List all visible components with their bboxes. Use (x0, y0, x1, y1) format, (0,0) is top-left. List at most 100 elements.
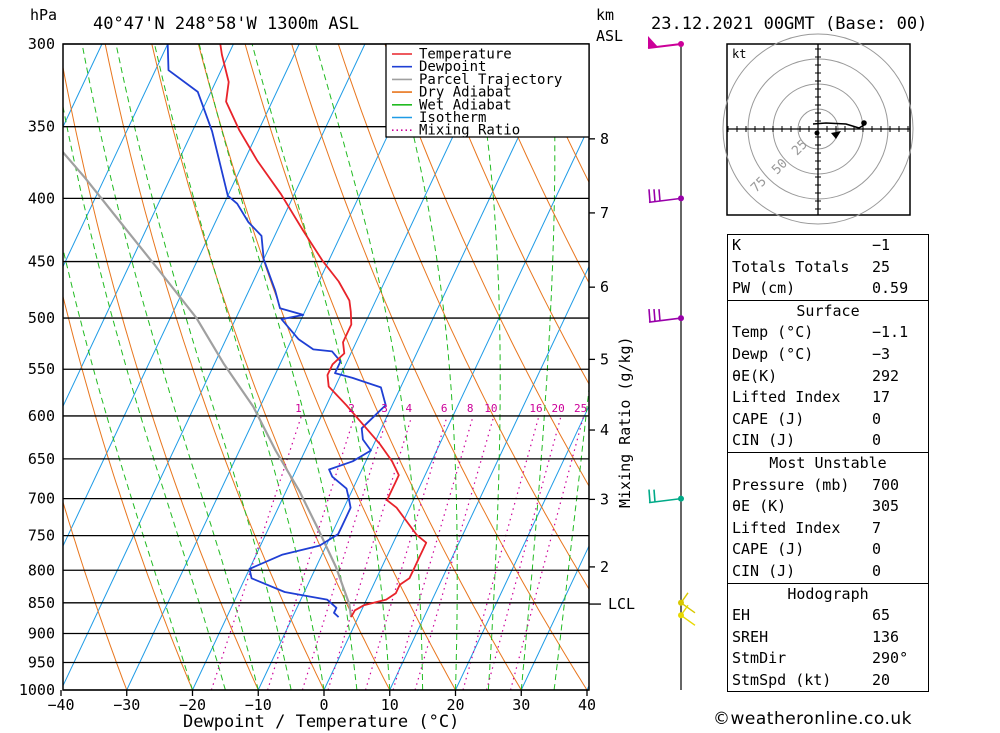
pressure-tick-label: 650 (28, 450, 55, 468)
pressure-tick-label: 1000 (19, 681, 55, 699)
index-label: CAPE (J) (732, 540, 805, 559)
index-label: Totals Totals (732, 257, 850, 276)
parcel-trajectory-line (63, 150, 353, 618)
index-row: SREH 136 (728, 627, 928, 649)
hodograph-point (861, 120, 867, 126)
isotherm-line (126, 44, 432, 690)
hodograph-unit-label: kt (732, 47, 746, 61)
mixing-ratio-line (364, 415, 448, 690)
units-km: km (596, 6, 614, 24)
wind-barbs (647, 36, 696, 690)
pressure-tick-label: 400 (28, 189, 55, 207)
index-value: 700 (872, 475, 900, 494)
wind-barb (658, 309, 661, 321)
index-row: Temp (°C) −1.1 (728, 322, 928, 344)
legend-box (385, 43, 590, 138)
wet-adiabat-line (115, 44, 292, 690)
indices-hodograph: EH 65 SREH 136 StmDir 290° StmSpd (kt) 20 (728, 605, 928, 691)
wind-barb (648, 309, 651, 323)
wind-barb (680, 602, 696, 614)
index-row: θE(K) 292 (728, 366, 928, 388)
pressure-tick-label: 600 (28, 407, 55, 425)
wind-barb (648, 317, 682, 323)
legend-entry: Wet Adiabat (419, 97, 512, 113)
mixing-ratio-label: 3 (381, 402, 388, 415)
wind-barb (680, 614, 696, 626)
km-tick-label: 7 (600, 204, 609, 222)
mixing-ratio-label: 20 (551, 402, 564, 415)
mixing-ratio-label: 6 (441, 402, 448, 415)
pressure-tick-label: 950 (28, 653, 55, 671)
x-tick-label: −30 (113, 696, 140, 714)
index-label: StmSpd (kt) (732, 670, 832, 689)
wind-barb (648, 497, 682, 504)
wind-barb (680, 604, 689, 616)
index-value: 0 (872, 409, 882, 428)
dewpoint-line (166, 44, 387, 618)
mixing-ratio-line (267, 415, 356, 690)
index-label: Lifted Index (732, 518, 841, 537)
index-label: Pressure (mb) (732, 475, 850, 494)
mixing-ratio-axis-label: Mixing Ratio (g/kg) (616, 336, 634, 508)
mixing-ratio-label: 10 (484, 402, 497, 415)
index-row: EH 65 (728, 605, 928, 627)
hodograph-heading: Hodograph (787, 584, 869, 603)
lcl-label: LCL (608, 595, 635, 613)
mixing-ratio-label: 4 (405, 402, 412, 415)
wind-barb (648, 489, 651, 503)
index-value: 17 (872, 388, 891, 407)
x-axis-label: Dewpoint / Temperature (°C) (183, 712, 459, 732)
isotherm-line (389, 265, 589, 690)
index-label: θE (K) (732, 497, 787, 516)
location-title: 40°47'N 248°58'W 1300m ASL (93, 14, 359, 34)
wet-adiabat-line (472, 44, 501, 690)
index-row: StmDir 290° (728, 648, 928, 670)
index-value: 290° (872, 649, 909, 668)
index-value: 0 (872, 561, 882, 580)
index-row: CIN (J) 0 (728, 561, 928, 583)
units-asl: ASL (596, 27, 623, 45)
index-value: 292 (872, 366, 900, 385)
isotherm-line (323, 125, 589, 690)
axes: 1 2 3 4 6 8 10 16 20 2530035040045050055060065070… (19, 35, 635, 714)
pressure-tick-label: 350 (28, 118, 55, 136)
x-tick-label: −20 (179, 696, 206, 714)
hodograph-ring (722, 33, 914, 225)
index-row: Lifted Index 17 (728, 387, 928, 409)
plot-frame (62, 43, 590, 691)
km-tick-label: 4 (600, 421, 609, 439)
index-row: θE (K) 305 (728, 496, 928, 518)
x-tick-label: −40 (47, 696, 74, 714)
dry-adiabat-line (477, 44, 589, 284)
pressure-tick-label: 500 (28, 309, 55, 327)
index-value: 0 (872, 540, 882, 559)
mixing-ratio-line (210, 415, 302, 690)
indices-table: K −1 Totals Totals 25 PW (cm) 0.59 Surface Te… (727, 234, 929, 693)
mixing-ratio-line (392, 415, 474, 690)
index-value: 20 (872, 670, 891, 689)
isobars (63, 43, 589, 691)
indices-top: K −1 Totals Totals 25 PW (cm) 0.59 (728, 235, 928, 300)
dry-adiabat-line (63, 500, 128, 690)
index-label: CIN (J) (732, 431, 796, 450)
mixing-ratio-label: 25 (574, 402, 587, 415)
km-tick-label: 3 (600, 490, 609, 508)
legend-entry: Mixing Ratio (419, 123, 520, 139)
wet-adiabat-line (520, 44, 556, 690)
x-tick-label: 30 (512, 696, 530, 714)
isotherm-line (455, 405, 589, 690)
x-tick-label: −10 (245, 696, 272, 714)
index-value: 0.59 (872, 279, 909, 298)
index-row: CAPE (J) 0 (728, 409, 928, 431)
x-tick-label: 10 (381, 696, 399, 714)
wet-adiabat-line (198, 44, 358, 690)
wind-barb (653, 489, 656, 503)
km-tick-label: 5 (600, 350, 609, 368)
wind-barb (653, 309, 656, 322)
wind-barb (680, 592, 689, 604)
hodograph-point (814, 130, 820, 136)
index-label: CAPE (J) (732, 409, 805, 428)
index-row: Lifted Index 7 (728, 518, 928, 540)
x-tick-label: 40 (578, 696, 596, 714)
